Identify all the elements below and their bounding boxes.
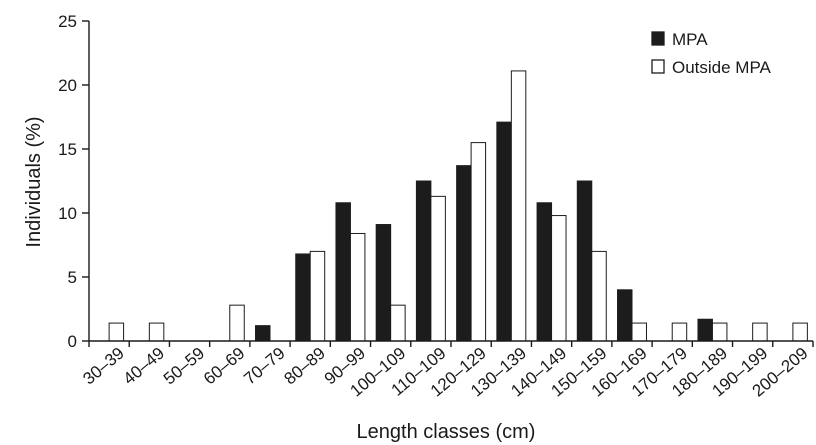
bar-mpa-140-149 — [536, 202, 553, 342]
bar-outside-mpa-40-49 — [148, 322, 165, 342]
legend-swatch-mpa — [651, 31, 665, 46]
bar-outside-mpa-140-149 — [551, 215, 567, 342]
y-tick-label: 15 — [58, 140, 77, 159]
bar-outside-mpa-30-39 — [108, 322, 125, 342]
x-tick-label: 40–49 — [120, 344, 168, 389]
bar-mpa-100-109 — [375, 224, 392, 342]
y-axis-title: Individuals (%) — [23, 116, 45, 247]
legend-label-mpa: MPA — [672, 30, 708, 49]
bar-outside-mpa-190-199 — [752, 322, 768, 342]
bar-mpa-80-89 — [295, 253, 311, 342]
bar-mpa-180-189 — [697, 318, 713, 342]
y-tick-label: 0 — [68, 332, 77, 351]
bar-mpa-110-109 — [415, 180, 432, 342]
bar-outside-mpa-60-69 — [229, 304, 245, 342]
bar-mpa-160-169 — [617, 289, 633, 342]
bar-outside-mpa-120-129 — [470, 142, 487, 342]
x-ticks-layer: 30–3940–4950–5960–6970–7980–8990–99100–1… — [79, 341, 814, 401]
legend-label-outside-mpa: Outside MPA — [672, 58, 772, 77]
x-tick-label: 80–89 — [280, 344, 328, 389]
y-tick-label: 5 — [68, 268, 77, 287]
x-tick-label: 30–39 — [79, 344, 127, 389]
bar-mpa-130-139 — [496, 121, 512, 342]
bar-mpa-70-79 — [255, 325, 271, 342]
bar-outside-mpa-90-99 — [349, 232, 366, 342]
y-ticks-layer: 0 5 10 15 20 25 — [58, 12, 89, 351]
x-tick-label: 60–69 — [200, 344, 248, 389]
bar-outside-mpa-180-189 — [711, 322, 728, 342]
legend: MPA Outside MPA — [651, 30, 772, 77]
bar-outside-mpa-100-109 — [390, 304, 406, 342]
x-axis-title: Length classes (cm) — [357, 421, 536, 443]
bar-outside-mpa-130-139 — [510, 70, 527, 342]
bars-layer — [108, 70, 808, 342]
bar-outside-mpa-170-179 — [671, 322, 688, 342]
bar-mpa-90-99 — [335, 202, 351, 342]
bar-mpa-120-129 — [456, 165, 472, 342]
x-tick-label: 50–59 — [160, 344, 208, 389]
bar-outside-mpa-110-109 — [430, 195, 446, 342]
bar-outside-mpa-150-159 — [591, 250, 607, 342]
x-tick-label: 70–79 — [240, 344, 288, 389]
y-tick-label: 25 — [58, 12, 77, 31]
bar-outside-mpa-80-89 — [309, 250, 326, 342]
y-tick-label: 10 — [58, 204, 77, 223]
bar-outside-mpa-160-169 — [631, 322, 647, 342]
legend-swatch-outside-mpa — [651, 59, 665, 74]
bar-outside-mpa-200-209 — [792, 322, 808, 342]
y-tick-label: 20 — [58, 76, 77, 95]
bar-mpa-150-159 — [576, 180, 593, 342]
